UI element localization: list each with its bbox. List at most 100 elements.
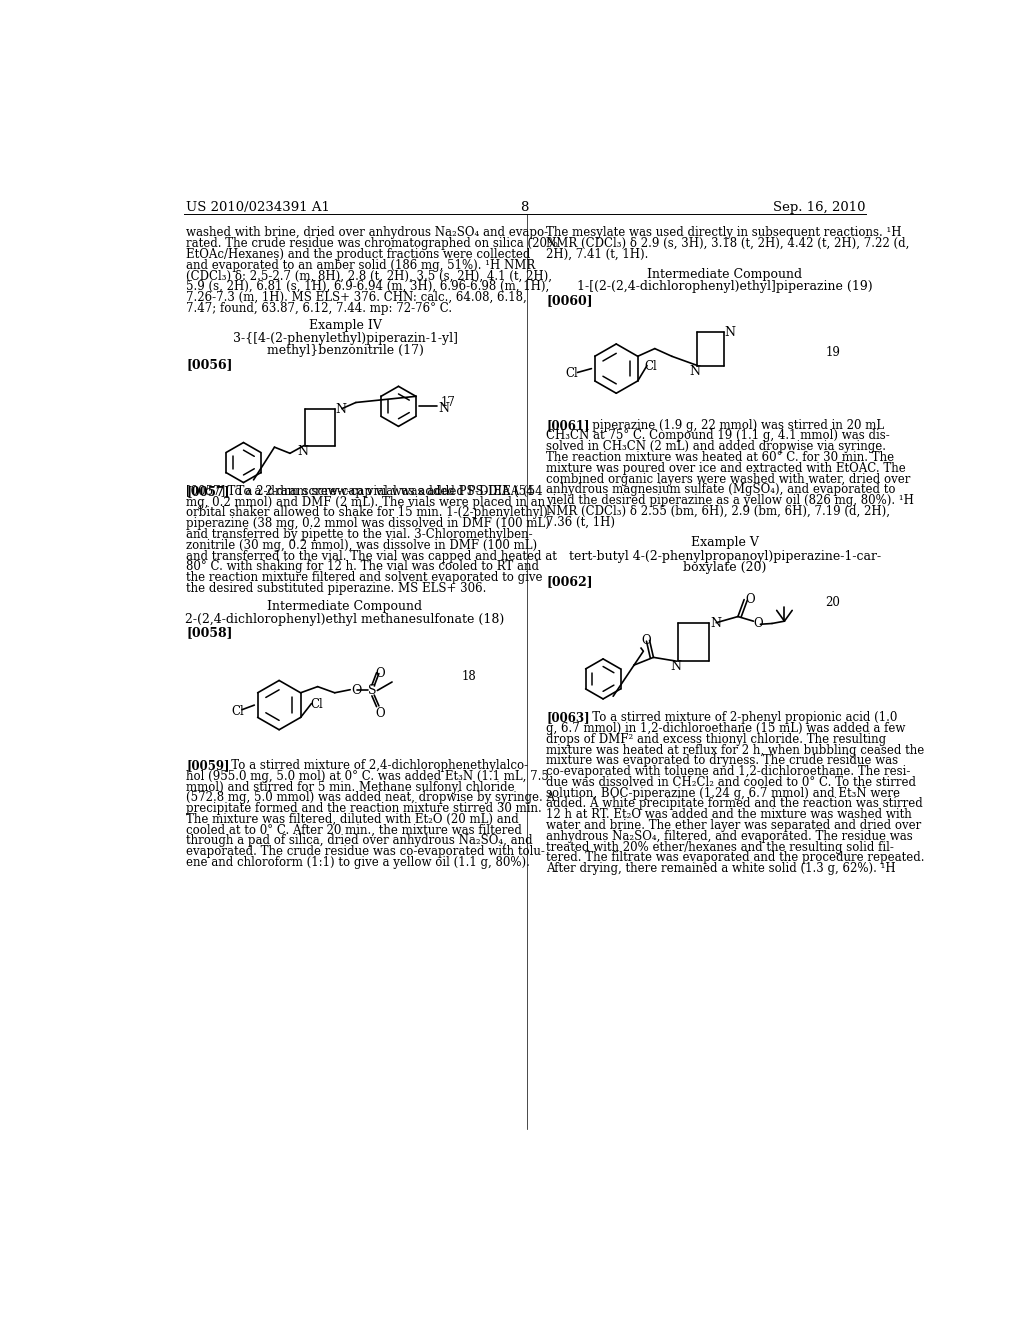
Text: O: O xyxy=(754,618,763,631)
Text: 18: 18 xyxy=(461,671,476,684)
Text: [0061]: [0061] xyxy=(547,418,590,432)
Text: solution, BOC-piperazine (1.24 g, 6.7 mmol) and Et₃N were: solution, BOC-piperazine (1.24 g, 6.7 mm… xyxy=(547,787,900,800)
Text: 2-(2,4-dichlorophenyl)ethyl methanesulfonate (18): 2-(2,4-dichlorophenyl)ethyl methanesulfo… xyxy=(185,612,505,626)
Text: through a pad of silica, dried over anhydrous Na₂SO₄, and: through a pad of silica, dried over anhy… xyxy=(186,834,532,847)
Text: hol (955.0 mg, 5.0 mol) at 0° C. was added Et₃N (1.1 mL, 7.5: hol (955.0 mg, 5.0 mol) at 0° C. was add… xyxy=(186,770,549,783)
Text: 5.9 (s, 2H), 6.81 (s, 1H), 6.9-6.94 (m, 3H), 6.96-6.98 (m, 1H),: 5.9 (s, 2H), 6.81 (s, 1H), 6.9-6.94 (m, … xyxy=(186,280,549,293)
Text: O: O xyxy=(642,635,651,647)
Text: rated. The crude residue was chromatographed on silica (20%: rated. The crude residue was chromatogra… xyxy=(186,238,558,249)
Text: N: N xyxy=(710,618,721,631)
Text: evaporated. The crude residue was co-evaporated with tolu-: evaporated. The crude residue was co-eva… xyxy=(186,845,545,858)
Text: the reaction mixture filtered and solvent evaporated to give: the reaction mixture filtered and solven… xyxy=(186,572,543,585)
Text: tert-butyl 4-(2-phenylpropanoyl)piperazine-1-car-: tert-butyl 4-(2-phenylpropanoyl)piperazi… xyxy=(568,549,881,562)
Text: and transferred to the vial. The vial was capped and heated at: and transferred to the vial. The vial wa… xyxy=(186,549,557,562)
Text: co-evaporated with toluene and 1,2-dichloroethane. The resi-: co-evaporated with toluene and 1,2-dichl… xyxy=(547,766,911,779)
Text: mg, 0.2 mmol) and DMF (2 mL). The vials were placed in an: mg, 0.2 mmol) and DMF (2 mL). The vials … xyxy=(186,496,545,508)
Text: 8: 8 xyxy=(520,201,529,214)
Text: orbital shaker allowed to shake for 15 min. 1-(2-phenylethyl)-: orbital shaker allowed to shake for 15 m… xyxy=(186,507,552,520)
Text: [0058]: [0058] xyxy=(186,627,232,640)
Text: [0059]: [0059] xyxy=(186,759,229,772)
Text: tered. The filtrate was evaporated and the procedure repeated.: tered. The filtrate was evaporated and t… xyxy=(547,851,925,865)
Text: [0063]: [0063] xyxy=(547,711,590,725)
Text: combined organic layers were washed with water, dried over: combined organic layers were washed with… xyxy=(547,473,911,486)
Text: drops of DMF² and excess thionyl chloride. The resulting: drops of DMF² and excess thionyl chlorid… xyxy=(547,733,887,746)
Text: N: N xyxy=(689,364,700,378)
Text: Cl: Cl xyxy=(310,698,323,711)
Text: [0062]: [0062] xyxy=(547,576,593,587)
Text: The mesylate was used directly in subsequent reactions. ¹H: The mesylate was used directly in subseq… xyxy=(547,226,902,239)
Text: methyl}benzonitrile (17): methyl}benzonitrile (17) xyxy=(266,345,424,356)
Text: To a stirred mixture of 2,4-dichlorophenethylalco-: To a stirred mixture of 2,4-dichlorophen… xyxy=(220,759,528,772)
Text: 12 h at RT. Et₂O was added and the mixture was washed with: 12 h at RT. Et₂O was added and the mixtu… xyxy=(547,808,912,821)
Text: precipitate formed and the reaction mixture stirred 30 min.: precipitate formed and the reaction mixt… xyxy=(186,803,542,816)
Text: [0057]: [0057] xyxy=(186,484,229,498)
Text: After drying, there remained a white solid (1.3 g, 62%). ¹H: After drying, there remained a white sol… xyxy=(547,862,896,875)
Text: [0056]: [0056] xyxy=(186,358,232,371)
Text: treated with 20% ether/hexanes and the resulting solid fil-: treated with 20% ether/hexanes and the r… xyxy=(547,841,894,854)
Text: The mixture was filtered, diluted with Et₂O (20 mL) and: The mixture was filtered, diluted with E… xyxy=(186,813,519,826)
Text: NMR (CDCl₃) δ 2.55 (bm, 6H), 2.9 (bm, 6H), 7.19 (d, 2H),: NMR (CDCl₃) δ 2.55 (bm, 6H), 2.9 (bm, 6H… xyxy=(547,506,891,517)
Text: 7.26-7.3 (m, 1H). MS ELS+ 376. CHN: calc., 64.08, 6.18,: 7.26-7.3 (m, 1H). MS ELS+ 376. CHN: calc… xyxy=(186,290,527,304)
Text: Example V: Example V xyxy=(691,536,759,549)
Text: Cl: Cl xyxy=(231,705,244,718)
Text: water and brine. The ether layer was separated and dried over: water and brine. The ether layer was sep… xyxy=(547,818,922,832)
Text: mixture was poured over ice and extracted with EtOAC. The: mixture was poured over ice and extracte… xyxy=(547,462,906,475)
Text: Intermediate Compound: Intermediate Compound xyxy=(647,268,803,281)
Text: cooled at to 0° C. After 20 min., the mixture was filtered: cooled at to 0° C. After 20 min., the mi… xyxy=(186,824,522,837)
Text: boxylate (20): boxylate (20) xyxy=(683,561,766,574)
Text: piperazine (38 mg, 0.2 mmol was dissolved in DMF (100 mL): piperazine (38 mg, 0.2 mmol was dissolve… xyxy=(186,517,550,531)
Text: N: N xyxy=(725,326,735,339)
Text: anhydrous Na₂SO₄, filtered, and evaporated. The residue was: anhydrous Na₂SO₄, filtered, and evaporat… xyxy=(547,830,913,843)
Text: N: N xyxy=(438,401,449,414)
Text: N: N xyxy=(671,660,682,673)
Text: 17: 17 xyxy=(440,396,456,409)
Text: 80° C. with shaking for 12 h. The vial was cooled to RT and: 80° C. with shaking for 12 h. The vial w… xyxy=(186,560,539,573)
Text: and evaporated to an amber solid (186 mg, 51%). ¹H NMR: and evaporated to an amber solid (186 mg… xyxy=(186,259,536,272)
Text: zonitrile (30 mg, 0.2 mmol), was dissolve in DMF (100 mL): zonitrile (30 mg, 0.2 mmol), was dissolv… xyxy=(186,539,538,552)
Text: (572.8 mg, 5.0 mmol) was added neat, dropwise by syringe. A: (572.8 mg, 5.0 mmol) was added neat, dro… xyxy=(186,792,555,804)
Text: S: S xyxy=(368,684,377,697)
Text: O: O xyxy=(376,706,385,719)
Text: piperazine (1.9 g, 22 mmol) was stirred in 20 mL: piperazine (1.9 g, 22 mmol) was stirred … xyxy=(581,418,884,432)
Text: Cl: Cl xyxy=(565,367,578,380)
Text: N: N xyxy=(298,445,308,458)
Text: [0060]: [0060] xyxy=(547,294,593,308)
Text: N: N xyxy=(336,404,347,416)
Text: 7.47; found, 63.87, 6.12, 7.44. mp: 72-76° C.: 7.47; found, 63.87, 6.12, 7.44. mp: 72-7… xyxy=(186,302,453,314)
Text: US 2010/0234391 A1: US 2010/0234391 A1 xyxy=(186,201,330,214)
Text: CH₃CN at 75° C. Compound 19 (1.1 g, 4.1 mmol) was dis-: CH₃CN at 75° C. Compound 19 (1.1 g, 4.1 … xyxy=(547,429,890,442)
Text: O: O xyxy=(376,667,385,680)
Text: (CDCl₃) δ: 2.5-2.7 (m, 8H), 2.8 (t, 2H), 3.5 (s, 2H), 4.1 (t, 2H),: (CDCl₃) δ: 2.5-2.7 (m, 8H), 2.8 (t, 2H),… xyxy=(186,269,552,282)
Text: Intermediate Compound: Intermediate Compound xyxy=(267,601,423,614)
Text: mmol) and stirred for 5 min. Methane sulfonyl chloride: mmol) and stirred for 5 min. Methane sul… xyxy=(186,780,515,793)
Text: Sep. 16, 2010: Sep. 16, 2010 xyxy=(773,201,866,214)
Text: 1-[(2-(2,4-dichlorophenyl)ethyl]piperazine (19): 1-[(2-(2,4-dichlorophenyl)ethyl]piperazi… xyxy=(577,280,872,293)
Text: 3-{[4-(2-phenylethyl)piperazin-1-yl]: 3-{[4-(2-phenylethyl)piperazin-1-yl] xyxy=(232,333,458,346)
Text: due was dissolved in CH₂Cl₂ and cooled to 0° C. To the stirred: due was dissolved in CH₂Cl₂ and cooled t… xyxy=(547,776,916,789)
Text: O: O xyxy=(351,684,361,697)
Text: The reaction mixture was heated at 60° C. for 30 min. The: The reaction mixture was heated at 60° C… xyxy=(547,451,895,465)
Text: 2H), 7.41 (t, 1H).: 2H), 7.41 (t, 1H). xyxy=(547,248,649,261)
Text: yield the desired piperazine as a yellow oil (826 mg, 80%). ¹H: yield the desired piperazine as a yellow… xyxy=(547,494,914,507)
Text: solved in CH₃CN (2 mL) and added dropwise via syringe.: solved in CH₃CN (2 mL) and added dropwis… xyxy=(547,441,887,453)
Text: 7.36 (t, 1H): 7.36 (t, 1H) xyxy=(547,516,615,529)
Text: Example IV: Example IV xyxy=(308,318,381,331)
Text: ene and chloroform (1:1) to give a yellow oil (1.1 g, 80%).: ene and chloroform (1:1) to give a yello… xyxy=(186,855,530,869)
Text: the desired substituted piperazine. MS ELS+ 306.: the desired substituted piperazine. MS E… xyxy=(186,582,486,595)
Text: added. A white precipitate formed and the reaction was stirred: added. A white precipitate formed and th… xyxy=(547,797,924,810)
Text: 19: 19 xyxy=(825,346,841,359)
Text: To a 2-dram screw-cap vial was added PS-DIEA (54: To a 2-dram screw-cap vial was added PS-… xyxy=(220,484,534,498)
Text: anhydrous magnesium sulfate (MgSO₄), and evaporated to: anhydrous magnesium sulfate (MgSO₄), and… xyxy=(547,483,896,496)
Text: Cl: Cl xyxy=(645,360,657,374)
Text: O: O xyxy=(745,594,756,606)
Text: NMR (CDCl₃) δ 2.9 (s, 3H), 3.18 (t, 2H), 4.42 (t, 2H), 7.22 (d,: NMR (CDCl₃) δ 2.9 (s, 3H), 3.18 (t, 2H),… xyxy=(547,238,910,249)
Text: and transferred by pipette to the vial. 3-Chloromethylben-: and transferred by pipette to the vial. … xyxy=(186,528,532,541)
Text: [0057]   To a 2-dram screw-cap vial was added PS-DIEA (54: [0057] To a 2-dram screw-cap vial was ad… xyxy=(186,484,543,498)
Text: EtOAc/Hexanes) and the product fractions were collected: EtOAc/Hexanes) and the product fractions… xyxy=(186,248,530,261)
Text: mixture was heated at reflux for 2 h, when bubbling ceased the: mixture was heated at reflux for 2 h, wh… xyxy=(547,743,925,756)
Text: g, 6.7 mmol) in 1,2-dichloroethane (15 mL) was added a few: g, 6.7 mmol) in 1,2-dichloroethane (15 m… xyxy=(547,722,906,735)
Text: washed with brine, dried over anhydrous Na₂SO₄ and evapo-: washed with brine, dried over anhydrous … xyxy=(186,226,548,239)
Text: mixture was evaporated to dryness. The crude residue was: mixture was evaporated to dryness. The c… xyxy=(547,755,899,767)
Text: 20: 20 xyxy=(825,595,841,609)
Text: To a stirred mixture of 2-phenyl propionic acid (1.0: To a stirred mixture of 2-phenyl propion… xyxy=(581,711,897,725)
